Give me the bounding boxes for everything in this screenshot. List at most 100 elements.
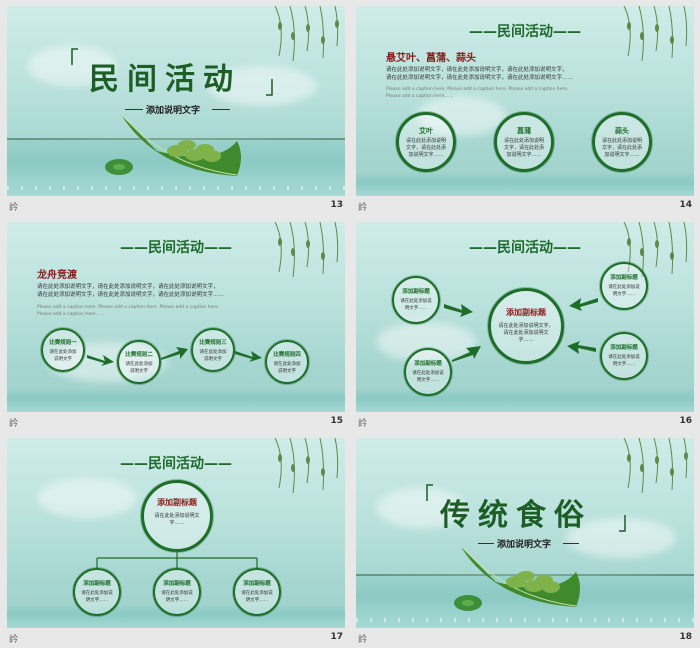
- slide-15[interactable]: ——民间活动—— 龙舟竞渡 请在此处添加说明文字，请在此处添加说明文字，请在此处…: [7, 222, 345, 432]
- circle-text: 请在此处添加说明文字: [199, 350, 227, 362]
- tree-connector: [96, 550, 258, 568]
- circle-title: 蒜头: [615, 127, 629, 135]
- slide-subtitle: 添加说明文字: [146, 106, 201, 116]
- slide-footer: 訡 13: [7, 198, 345, 216]
- circle-title: 添加副标题: [610, 275, 638, 281]
- circle-text: 请在此处添加说明文字: [273, 362, 301, 374]
- arrow-in-icon: [452, 346, 481, 362]
- slide-footer: 訡 14: [356, 198, 694, 216]
- arrow-in-icon: [444, 304, 473, 317]
- circle-text: 请在此处添加说明文字，请在此处添加说明文字……: [503, 138, 544, 158]
- willow-branch-icon: [274, 438, 339, 494]
- footer-mark: 訡: [358, 203, 368, 213]
- slide-header: ——民间活动——: [469, 24, 581, 40]
- slide-footer: 訡 18: [356, 630, 694, 648]
- corner-circle[interactable]: 添加副标题 请在此处添加说明文字……: [600, 262, 648, 310]
- slide-footer: 訡 15: [7, 414, 345, 432]
- step-circle[interactable]: 比赛规则二 请在此处添加说明文字: [117, 340, 161, 384]
- circle-title: 添加副标题: [610, 345, 638, 351]
- caption-line: Please add a caption here……: [386, 94, 454, 99]
- slide-canvas: 传统食俗 添加说明文字: [356, 438, 694, 628]
- corner-circle[interactable]: 添加副标题 请在此处添加说明文字……: [600, 332, 648, 380]
- body-line: 请在此处添加说明文字，请在此处添加说明文字，请在此处添加说明文字……: [37, 292, 225, 298]
- child-circle[interactable]: 添加副标题 请在此处添加说明文字……: [73, 568, 121, 616]
- slide-header: ——民间活动——: [120, 456, 232, 472]
- grass-strip: [7, 186, 345, 190]
- step-circle[interactable]: 比赛规则三 请在此处添加说明文字: [191, 328, 235, 372]
- leaf-boat-icon: [461, 547, 580, 607]
- circle-text: 请在此处添加说明文字……: [154, 513, 200, 526]
- slide-17[interactable]: ——民间活动—— 添加副标题 请在此处添加说明文字…… 添加副标题 请在此处添加…: [7, 438, 345, 648]
- footer-mark: 訡: [9, 419, 19, 429]
- body-line: 请在此处添加说明文字，请在此处添加说明文字，请在此处添加说明文字，: [37, 284, 219, 290]
- leaf-boat-icon: [122, 116, 241, 176]
- circle-text: 请在此处添加说明文字……: [412, 371, 444, 383]
- bracket-close-icon: [619, 515, 626, 532]
- bracket-open-icon: [426, 484, 433, 501]
- slide-16[interactable]: ——民间活动—— 添加副标题 请在此处添加说明文字，请在此处添加说明文字…… 添…: [356, 222, 694, 432]
- center-circle[interactable]: 添加副标题 请在此处添加说明文字，请在此处添加说明文字……: [488, 288, 564, 364]
- circle-text: 请在此处添加说明文字……: [608, 285, 640, 297]
- circle-text: 请在此处添加说明文字: [125, 362, 153, 374]
- willow-branch-icon: [274, 6, 339, 62]
- slide-18[interactable]: 传统食俗 添加说明文字 訡 18: [356, 438, 694, 646]
- slide-header: ——民间活动——: [120, 240, 232, 256]
- circle-title: 菖蒲: [517, 127, 531, 135]
- slide-footer: 訡 17: [7, 630, 345, 648]
- slide-canvas: ——民间活动—— 悬艾叶、菖蒲、蒜头 请在此处添加说明文字，请在此处添加说明文字…: [356, 6, 694, 196]
- circle-text: 请在此处添加说明文字，请在此处添加说明文字……: [405, 138, 446, 158]
- slide-canvas: ——民间活动—— 添加副标题 请在此处添加说明文字，请在此处添加说明文字…… 添…: [356, 222, 694, 412]
- section-heading: 龙舟竞渡: [37, 270, 77, 281]
- circle-title: 添加副标题: [243, 581, 271, 587]
- slide-13[interactable]: 民间活动 添加说明文字 訡 13: [7, 6, 345, 216]
- footer-mark: 訡: [358, 635, 368, 645]
- corner-circle[interactable]: 添加副标题 请在此处添加说明文字……: [392, 276, 440, 324]
- circle-text: 请在此处添加说明文字，请在此处添加说明文字……: [601, 138, 642, 158]
- slide-header: ——民间活动——: [469, 240, 581, 256]
- section-heading: 悬艾叶、菖蒲、蒜头: [386, 53, 476, 64]
- slide-subtitle: 添加说明文字: [497, 540, 552, 550]
- caption-line: Please add a caption here……: [37, 312, 105, 317]
- footer-mark: 訡: [358, 419, 368, 429]
- circle-text: 请在此处添加说明文字……: [81, 591, 113, 603]
- feature-circle[interactable]: 菖蒲 请在此处添加说明文字，请在此处添加说明文字……: [494, 112, 554, 172]
- body-line: 请在此处添加说明文字，请在此处添加说明文字，请在此处添加说明文字……: [386, 75, 574, 81]
- arrow-right-icon: [161, 347, 188, 360]
- circle-title: 添加副标题: [83, 581, 111, 587]
- slide-canvas: ——民间活动—— 添加副标题 请在此处添加说明文字…… 添加副标题 请在此处添加…: [7, 438, 345, 628]
- caption-line: Please add a caption here. Please add a …: [386, 87, 569, 92]
- arrow-in-icon: [567, 341, 596, 354]
- willow-branch-icon: [623, 6, 688, 62]
- circle-title: 添加副标题: [157, 498, 197, 507]
- slide-number: 16: [679, 416, 692, 426]
- circle-text: 请在此处添加说明文字: [49, 350, 77, 362]
- body-text: 请在此处添加说明文字，请在此处添加说明文字，请在此处添加说明文字， 请在此处添加…: [386, 66, 686, 82]
- arrow-right-icon: [235, 351, 262, 362]
- child-circle[interactable]: 添加副标题 请在此处添加说明文字……: [153, 568, 201, 616]
- circle-title: 添加副标题: [402, 289, 430, 295]
- body-text: 请在此处添加说明文字，请在此处添加说明文字，请在此处添加说明文字， 请在此处添加…: [37, 283, 337, 299]
- circle-title: 比赛规则一: [49, 340, 77, 346]
- slide-14[interactable]: ——民间活动—— 悬艾叶、菖蒲、蒜头 请在此处添加说明文字，请在此处添加说明文字…: [356, 6, 694, 216]
- corner-circle[interactable]: 添加副标题 请在此处添加说明文字……: [404, 348, 452, 396]
- child-circle[interactable]: 添加副标题 请在此处添加说明文字……: [233, 568, 281, 616]
- slide-number: 17: [330, 632, 343, 642]
- lotus-leaf-icon: [454, 595, 482, 611]
- arrow-in-icon: [569, 298, 598, 311]
- circle-title: 添加副标题: [414, 361, 442, 367]
- feature-circle[interactable]: 蒜头 请在此处添加说明文字，请在此处添加说明文字……: [592, 112, 652, 172]
- step-circle[interactable]: 比赛规则一 请在此处添加说明文字: [41, 328, 85, 372]
- slide-footer: 訡 16: [356, 414, 694, 432]
- bracket-close-icon: [266, 79, 273, 96]
- footer-mark: 訡: [9, 635, 19, 645]
- center-circle[interactable]: 添加副标题 请在此处添加说明文字……: [141, 480, 213, 552]
- circle-text: 请在此处添加说明文字……: [161, 591, 193, 603]
- circle-text: 请在此处添加说明文字……: [400, 299, 432, 311]
- slide-number: 18: [679, 632, 692, 642]
- step-circle[interactable]: 比赛规则四 请在此处添加说明文字: [265, 340, 309, 384]
- feature-circle[interactable]: 艾叶 请在此处添加说明文字，请在此处添加说明文字……: [396, 112, 456, 172]
- circle-title: 艾叶: [419, 127, 433, 135]
- circle-title: 添加副标题: [506, 308, 546, 317]
- slide-title: 民间活动: [89, 62, 241, 97]
- circle-text: 请在此处添加说明文字……: [241, 591, 273, 603]
